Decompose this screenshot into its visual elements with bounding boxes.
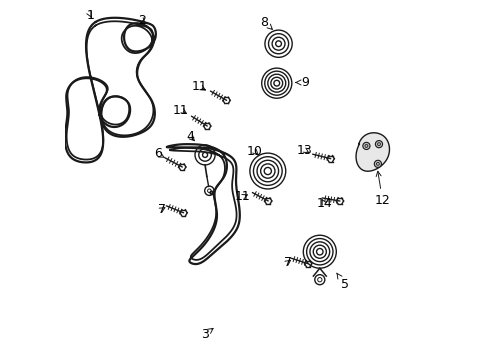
Text: 1: 1 (86, 9, 94, 22)
Text: 14: 14 (316, 197, 331, 210)
Text: 7: 7 (158, 203, 166, 216)
Text: 11: 11 (191, 80, 207, 93)
Text: 8: 8 (260, 16, 272, 30)
Text: 9: 9 (295, 76, 309, 89)
Text: 10: 10 (246, 145, 262, 158)
Text: 4: 4 (186, 130, 194, 144)
Text: 11: 11 (173, 104, 188, 117)
Text: 2: 2 (138, 14, 146, 27)
Text: 11: 11 (234, 190, 250, 203)
Text: 3: 3 (201, 328, 213, 341)
Text: 13: 13 (296, 144, 312, 157)
Text: 7: 7 (283, 256, 291, 269)
Polygon shape (355, 133, 388, 171)
Circle shape (373, 160, 381, 167)
Circle shape (362, 142, 369, 149)
Circle shape (375, 140, 382, 148)
Text: 5: 5 (336, 273, 348, 291)
Text: 12: 12 (374, 171, 389, 207)
Text: 6: 6 (153, 147, 164, 160)
